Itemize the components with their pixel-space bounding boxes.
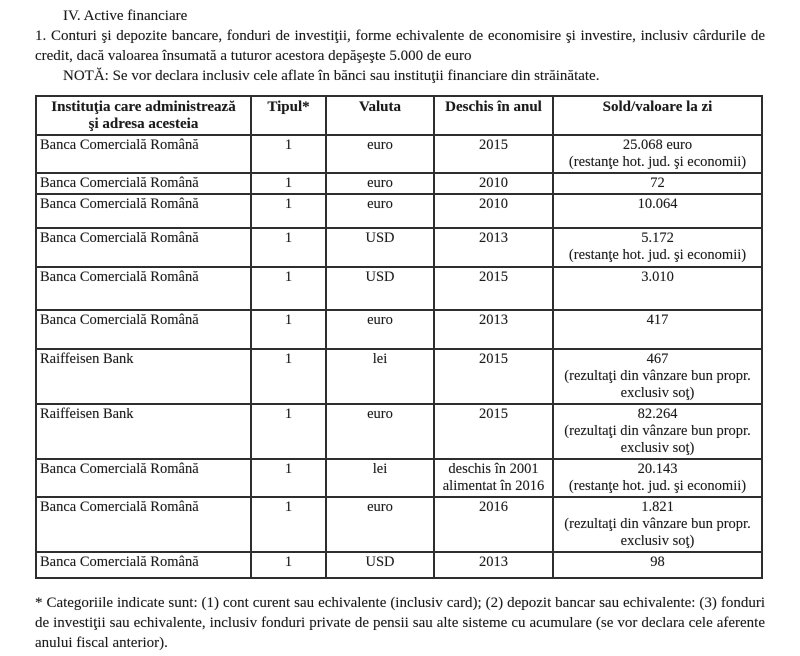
col-header-institution: Instituţia care administrează şi adresa … <box>35 95 252 136</box>
cell-currency: euro <box>325 193 435 229</box>
cell-type: 1 <box>250 227 327 268</box>
table-row: Raiffeisen Bank 1 lei 2015 467 (rezultaţ… <box>35 348 763 405</box>
cell-currency: euro <box>325 134 435 174</box>
cell-opened: 2015 <box>433 348 554 405</box>
cell-opened: 2013 <box>433 309 554 350</box>
financial-assets-table: Instituţia care administrează şi adresa … <box>35 95 763 579</box>
cell-balance: 25.068 euro (restanţe hot. jud. şi econo… <box>552 134 763 174</box>
cell-institution: Raiffeisen Bank <box>35 403 252 460</box>
table-row: Banca Comercială Română 1 USD 2015 3.010 <box>35 266 763 311</box>
cell-institution: Banca Comercială Română <box>35 496 252 553</box>
cell-balance: 5.172 (restanţe hot. jud. şi economii) <box>552 227 763 268</box>
cell-opened: 2010 <box>433 172 554 195</box>
cell-balance: 1.821 (rezultaţi din vânzare bun propr. … <box>552 496 763 553</box>
cell-institution: Banca Comercială Română <box>35 172 252 195</box>
footnote-text: * Categoriile indicate sunt: (1) cont cu… <box>35 595 765 651</box>
table-row: Banca Comercială Română 1 euro 2013 417 <box>35 309 763 350</box>
cell-type: 1 <box>250 172 327 195</box>
cell-type: 1 <box>250 403 327 460</box>
cell-institution: Banca Comercială Română <box>35 134 252 174</box>
cell-currency: lei <box>325 458 435 498</box>
cell-balance: 467 (rezultaţi din vânzare bun propr. ex… <box>552 348 763 405</box>
table-row: Banca Comercială Română 1 euro 2010 72 <box>35 172 763 195</box>
cell-opened: 2015 <box>433 266 554 311</box>
cell-institution: Banca Comercială Română <box>35 309 252 350</box>
cell-opened: 2016 <box>433 496 554 553</box>
table-row: Banca Comercială Română 1 euro 2015 25.0… <box>35 134 763 174</box>
cell-type: 1 <box>250 134 327 174</box>
table-row: Banca Comercială Română 1 lei deschis în… <box>35 458 763 498</box>
cell-type: 1 <box>250 348 327 405</box>
cell-opened: 2015 <box>433 403 554 460</box>
cell-balance: 20.143 (restanţe hot. jud. şi economii) <box>552 458 763 498</box>
col-header-type: Tipul* <box>250 95 327 136</box>
cell-type: 1 <box>250 496 327 553</box>
cell-currency: euro <box>325 309 435 350</box>
cell-opened: deschis în 2001 alimentat în 2016 <box>433 458 554 498</box>
cell-currency: USD <box>325 227 435 268</box>
table-row: Banca Comercială Română 1 USD 2013 5.172… <box>35 227 763 268</box>
cell-institution: Banca Comercială Română <box>35 458 252 498</box>
cell-balance: 82.264 (rezultaţi din vânzare bun propr.… <box>552 403 763 460</box>
cell-balance: 3.010 <box>552 266 763 311</box>
cell-opened: 2013 <box>433 227 554 268</box>
cell-institution: Banca Comercială Română <box>35 266 252 311</box>
cell-institution: Banca Comercială Română <box>35 193 252 229</box>
cell-balance: 98 <box>552 551 763 579</box>
cell-balance: 72 <box>552 172 763 195</box>
cell-institution: Banca Comercială Română <box>35 551 252 579</box>
cell-currency: USD <box>325 266 435 311</box>
col-header-balance: Sold/valoare la zi <box>552 95 763 136</box>
cell-type: 1 <box>250 458 327 498</box>
table-row: Banca Comercială Română 1 euro 2016 1.82… <box>35 496 763 553</box>
cell-opened: 2013 <box>433 551 554 579</box>
cell-currency: euro <box>325 172 435 195</box>
cell-type: 1 <box>250 551 327 579</box>
table-row: Banca Comercială Română 1 USD 2013 98 <box>35 551 763 579</box>
cell-currency: euro <box>325 403 435 460</box>
table-row: Raiffeisen Bank 1 euro 2015 82.264 (rezu… <box>35 403 763 460</box>
col-header-currency: Valuta <box>325 95 435 136</box>
cell-type: 1 <box>250 193 327 229</box>
cell-currency: euro <box>325 496 435 553</box>
section-title: IV. Active financiare <box>63 8 188 24</box>
nota-text: NOTĂ: Se vor declara inclusiv cele aflat… <box>63 68 600 84</box>
cell-currency: lei <box>325 348 435 405</box>
cell-type: 1 <box>250 309 327 350</box>
col-header-opened: Deschis în anul <box>433 95 554 136</box>
cell-institution: Banca Comercială Română <box>35 227 252 268</box>
table-header-row: Instituţia care administrează şi adresa … <box>35 95 763 136</box>
cell-currency: USD <box>325 551 435 579</box>
cell-opened: 2010 <box>433 193 554 229</box>
cell-type: 1 <box>250 266 327 311</box>
cell-opened: 2015 <box>433 134 554 174</box>
cell-institution: Raiffeisen Bank <box>35 348 252 405</box>
table-row: Banca Comercială Română 1 euro 2010 10.0… <box>35 193 763 229</box>
cell-balance: 10.064 <box>552 193 763 229</box>
intro-paragraph: 1. Conturi şi depozite bancare, fonduri … <box>35 28 765 64</box>
cell-balance: 417 <box>552 309 763 350</box>
